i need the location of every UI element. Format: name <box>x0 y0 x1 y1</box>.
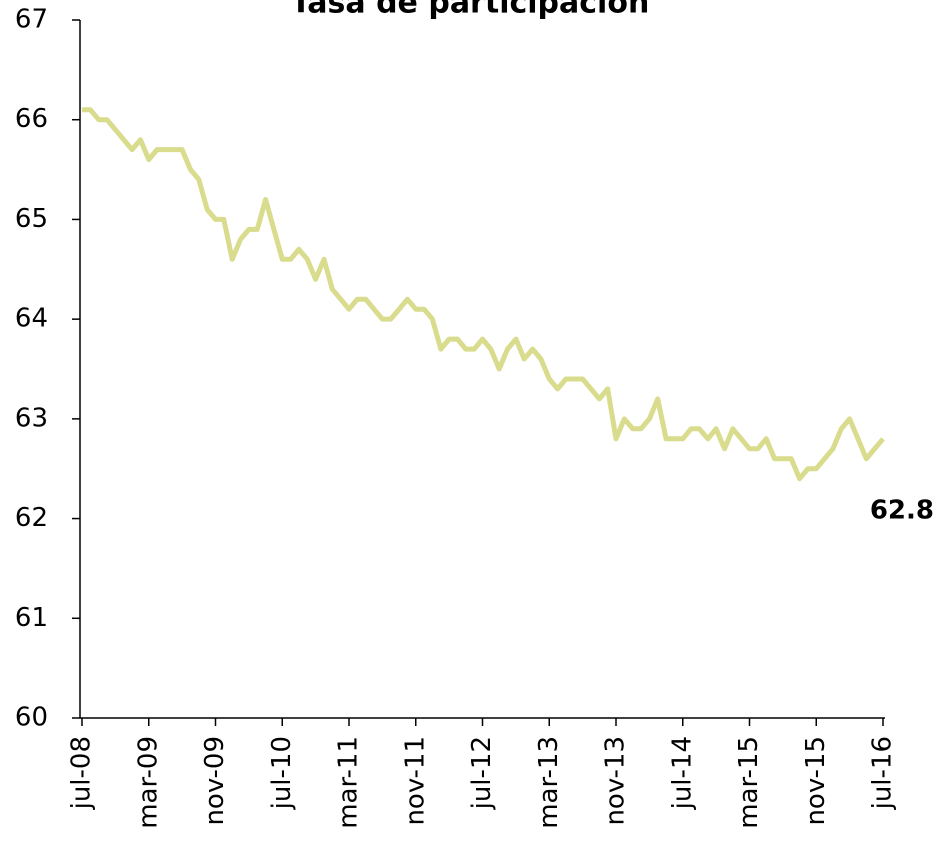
x-tick-label: mar-09 <box>133 736 163 829</box>
x-tick-label: mar-11 <box>334 736 364 829</box>
x-tick-label: jul-12 <box>467 736 497 810</box>
y-tick-label: 64 <box>15 304 48 334</box>
data-label: 62.8 <box>870 495 934 525</box>
x-tick-label: mar-15 <box>734 736 764 829</box>
x-tick-label: jul-14 <box>667 736 697 810</box>
x-tick-label: jul-16 <box>868 736 898 810</box>
y-tick-label: 62 <box>15 503 48 533</box>
x-tick-label: nov-09 <box>200 736 230 826</box>
x-tick-label: nov-13 <box>601 736 631 826</box>
x-tick-label: nov-15 <box>801 736 831 826</box>
x-tick-label: jul-10 <box>267 736 297 810</box>
y-tick-label: 65 <box>15 204 48 234</box>
x-tick-label: mar-13 <box>534 736 564 829</box>
line <box>82 107 885 482</box>
y-tick-label: 67 <box>15 5 48 35</box>
y-tick-label: 63 <box>15 403 48 433</box>
y-tick-label: 66 <box>15 104 48 134</box>
y-tick-label: 61 <box>15 603 48 633</box>
chart-title: Tasa de participación <box>291 0 650 21</box>
y-tick-label: 60 <box>15 703 48 733</box>
x-tick-label: nov-11 <box>400 736 430 826</box>
x-tick-label: jul-08 <box>67 736 97 810</box>
